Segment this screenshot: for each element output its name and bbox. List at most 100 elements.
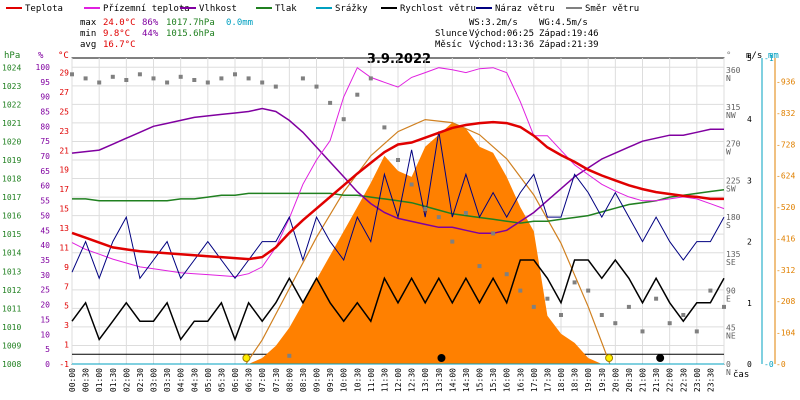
time-tick-label: 12:30: [408, 368, 417, 392]
wind-direction-point: [219, 76, 224, 81]
wind-direction-point: [477, 264, 482, 269]
time-tick-label: 23:00: [693, 368, 702, 392]
time-tick-label: 06:00: [231, 368, 240, 392]
rain-tick-label: -0: [764, 360, 774, 369]
wind-direction-point: [667, 321, 672, 326]
time-tick-label: 19:30: [598, 368, 607, 392]
stats-min-temp: 9.8°C: [103, 29, 130, 39]
time-tick-label: 22:30: [679, 368, 688, 392]
direction-tick-label-dir: N: [726, 74, 731, 83]
time-tick-label: 10:30: [353, 368, 362, 392]
wind-direction-point: [178, 74, 183, 79]
radiation-tick-label: -0: [776, 360, 786, 369]
wind-axis: 0 1 2 3 4 5: [747, 54, 752, 369]
wind-direction-point: [545, 296, 550, 301]
time-tick-label: 23:30: [706, 368, 715, 392]
humidity-tick-label: 60: [40, 182, 50, 191]
humidity-tick-label: 70: [40, 152, 50, 161]
wind-gust-line: [71, 131, 725, 280]
theoretical-radiation-line: [245, 118, 611, 365]
humidity-tick-label: 30: [40, 271, 50, 280]
info-moonrise: Východ:13:36: [469, 40, 534, 50]
direction-axis-unit: °: [726, 51, 731, 61]
info-wg: WG:4.5m/s: [539, 18, 588, 28]
direction-tick-label-dir: W: [726, 148, 731, 157]
pressure-tick-label: 1013: [2, 267, 21, 276]
radiation-tick-label: -208: [776, 297, 795, 306]
series-layer: [70, 66, 726, 365]
time-tick-label: 07:30: [272, 368, 281, 392]
time-tick-label: 04:00: [177, 368, 186, 392]
wind-direction-point: [640, 329, 645, 334]
time-tick-label: 01:00: [95, 368, 104, 392]
pressure-tick-label: 1010: [2, 323, 21, 332]
wind-direction-point: [314, 84, 319, 89]
info-sun-label: Slunce: [435, 29, 468, 39]
time-tick-label: 00:30: [82, 368, 91, 392]
wind-direction-point: [504, 272, 509, 277]
wind-direction-point: [355, 92, 360, 97]
wind-direction-point: [450, 239, 455, 244]
time-tick-label: 05:00: [204, 368, 213, 392]
wind-tick-label: 5: [747, 54, 752, 63]
radiation-tick-label: -312: [776, 266, 795, 275]
legend-item-ground-temperature: Přízemní teplota: [84, 4, 190, 14]
wind-direction-point: [708, 288, 713, 293]
temperature-tick-label: 5: [64, 302, 69, 311]
time-tick-label: 17:00: [530, 368, 539, 392]
temperature-tick-label: 15: [59, 205, 69, 214]
wind-direction-point: [559, 313, 563, 317]
temperature-tick-label: 9: [64, 263, 69, 272]
humidity-tick-label: 35: [40, 256, 50, 265]
wind-direction-point: [368, 76, 373, 81]
legend-label-wind-gust: Náraz větru: [495, 4, 555, 14]
time-tick-label: 12:00: [394, 368, 403, 392]
solar-radiation-area: [248, 122, 602, 364]
wind-direction-point: [694, 329, 699, 334]
time-tick-label: 17:30: [543, 368, 552, 392]
wind-direction-point: [70, 72, 74, 77]
wind-direction-point: [287, 353, 292, 358]
temperature-tick-label: 11: [59, 243, 69, 252]
radiation-tick-label: -936: [776, 78, 795, 87]
rain-axis-unit: mm: [768, 51, 779, 61]
wind-direction-point: [151, 76, 156, 81]
temperature-tick-label: 27: [59, 88, 69, 97]
time-tick-label: 09:30: [326, 368, 335, 392]
stats-avg-label: avg: [80, 40, 96, 50]
stats-min-humidity: 44%: [142, 29, 159, 39]
info-moonset: Západ:21:39: [539, 40, 599, 50]
wind-direction-point: [205, 80, 210, 85]
stats-max-pressure: 1017.7hPa: [166, 18, 215, 28]
legend-label-wind-speed: Rychlost větru: [400, 4, 476, 14]
radiation-tick-label: -520: [776, 203, 795, 212]
wind-direction-point: [409, 182, 414, 187]
humidity-tick-label: 50: [40, 212, 50, 221]
stats-max-rain: 0.0mm: [226, 18, 253, 28]
humidity-tick-label: 95: [40, 78, 50, 87]
pressure-tick-label: 1014: [2, 249, 21, 258]
time-tick-label: 14:30: [462, 368, 471, 392]
stats-max-temp: 24.0°C: [103, 18, 136, 28]
time-tick-label: 09:00: [313, 368, 322, 392]
wind-direction-point: [654, 296, 659, 301]
pressure-axis-unit: hPa: [4, 51, 20, 61]
time-tick-label: 14:00: [448, 368, 457, 392]
wind-direction-point: [273, 84, 278, 89]
time-tick-label: 05:30: [217, 368, 226, 392]
humidity-tick-label: 40: [40, 241, 50, 250]
direction-tick-label: 0: [726, 360, 731, 369]
temperature-tick-label: 21: [59, 146, 69, 155]
temperature-line: [71, 120, 724, 261]
stats-min-pressure: 1015.6hPa: [166, 29, 215, 39]
time-tick-label: 02:00: [122, 368, 131, 392]
moonset-marker: [656, 354, 665, 362]
stats-avg-temp: 16.7°C: [103, 40, 136, 50]
wind-direction-point: [328, 100, 333, 105]
temperature-tick-label: 13: [59, 224, 69, 233]
humidity-tick-label: 65: [40, 167, 50, 176]
time-tick-label: 02:30: [136, 368, 145, 392]
info-sunset: Západ:19:46: [539, 29, 599, 39]
